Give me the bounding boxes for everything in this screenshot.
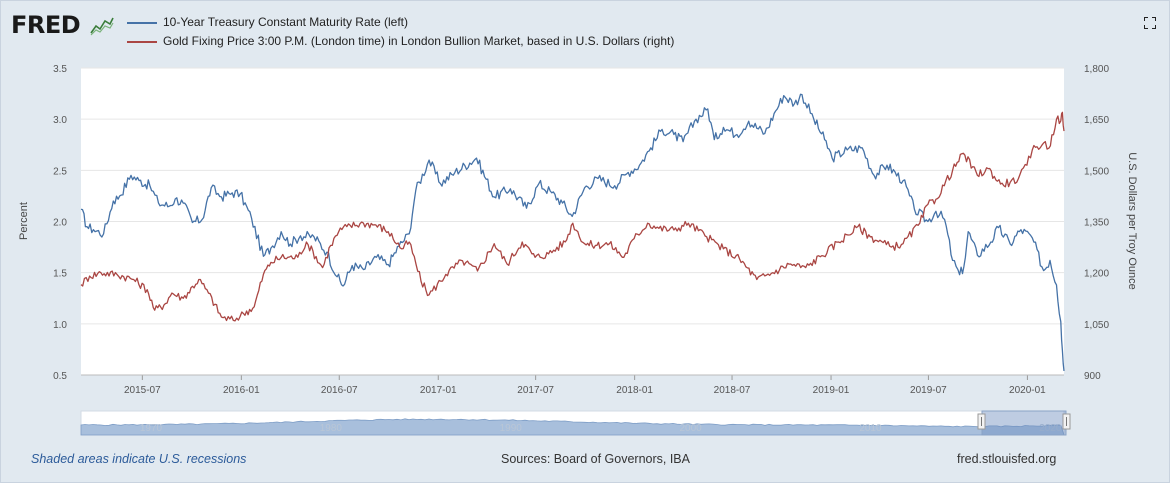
navigator-year-label: 2020 [1039,423,1062,434]
fred-url-link[interactable]: fred.stlouisfed.org [957,452,1057,466]
x-tick-label: 2017-01 [420,385,457,396]
right-tick-label: 900 [1084,371,1101,382]
navigator-year-label: 1980 [320,423,343,434]
x-tick-label: 2015-07 [124,385,161,396]
legend-swatch-gold [127,40,157,43]
x-tick-label: 2019-07 [910,385,947,396]
right-tick-label: 1,650 [1084,115,1109,126]
left-tick-label: 0.5 [53,371,67,382]
right-tick-label: 1,050 [1084,320,1109,331]
right-tick-label: 1,200 [1084,269,1109,280]
right-tick-label: 1,500 [1084,166,1109,177]
navigator-selected-range[interactable] [981,410,1067,436]
recession-note: Shaded areas indicate U.S. recessions [31,452,247,466]
treasury-series-line [80,93,1065,371]
left-tick-label: 3.0 [53,115,67,126]
left-tick-label: 3.5 [53,64,67,75]
legend-item-gold[interactable]: Gold Fixing Price 3:00 P.M. (London time… [127,34,674,48]
x-tick-label: 2016-01 [223,385,260,396]
chart-area: 0.5 1.0 1.5 2.0 2.5 3.0 3.5 900 1,050 1,200 1,350… [18,64,1138,436]
sources-text: Sources: Board of Governors, IBA [501,452,690,466]
navigator-year-labels: 1970 1980 1990 2000 2010 2020 [140,423,1062,434]
trend-line-icon [90,17,114,36]
x-tick-label: 2019-01 [813,385,850,396]
legend-swatch-treasury [127,21,157,24]
left-axis-label: Percent [18,202,30,240]
left-axis: 0.5 1.0 1.5 2.0 2.5 3.0 3.5 [53,64,67,382]
range-navigator[interactable]: 1970 1980 1990 2000 2010 2020 [80,410,1071,436]
right-axis: 900 1,050 1,200 1,350 1,500 1,650 1,800 [1084,64,1109,382]
legend-label-treasury: 10-Year Treasury Constant Maturity Rate … [163,15,408,29]
gold-series-line [80,111,1065,322]
legend-label-gold: Gold Fixing Price 3:00 P.M. (London time… [163,34,675,48]
navigator-year-label: 1990 [500,423,523,434]
right-tick-label: 1,350 [1084,218,1109,229]
x-tick-label: 2018-01 [616,385,653,396]
navigator-year-label: 2010 [859,423,882,434]
right-axis-label: U.S. Dollars per Troy Ounce [1126,152,1138,290]
series-layer [80,93,1065,371]
x-axis: 2015-07 2016-01 2016-07 2017-01 2017-07 2018-… [81,374,1064,396]
navigator-year-label: 2000 [679,423,702,434]
navigator-overview-series [80,418,1065,436]
x-tick-label: 2017-07 [517,385,554,396]
navigator-year-label: 1970 [140,423,163,434]
left-tick-label: 2.5 [53,166,67,177]
left-tick-label: 1.0 [53,320,67,331]
right-tick-label: 1,800 [1084,64,1109,75]
x-tick-label: 2020-01 [1009,385,1046,396]
left-tick-label: 1.5 [53,269,67,280]
legend-item-treasury[interactable]: 10-Year Treasury Constant Maturity Rate … [127,15,408,29]
x-tick-label: 2018-07 [714,385,751,396]
fred-logo-text: FRED [11,11,81,39]
left-tick-label: 2.0 [53,218,67,229]
x-tick-label: 2016-07 [321,385,358,396]
